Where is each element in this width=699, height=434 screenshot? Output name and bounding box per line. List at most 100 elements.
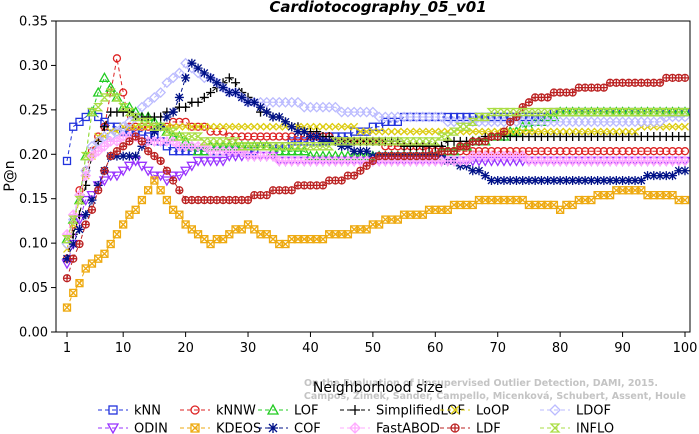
data-point (543, 127, 552, 136)
data-point (268, 112, 278, 122)
data-point (474, 166, 484, 176)
data-point (144, 122, 153, 131)
data-point (204, 156, 217, 167)
data-point (249, 142, 260, 151)
data-point (93, 180, 103, 190)
data-point (194, 122, 203, 131)
data-point (561, 107, 572, 117)
data-point (299, 142, 310, 151)
data-point (275, 122, 284, 131)
data-point (243, 195, 253, 205)
data-point (225, 132, 234, 141)
x-tick-label: 20 (177, 341, 194, 356)
data-point (186, 161, 198, 172)
data-point (144, 186, 153, 195)
legend-marker (190, 405, 200, 415)
data-point (636, 107, 647, 117)
x-tick-label: 90 (614, 341, 631, 356)
data-point (456, 112, 465, 122)
data-point (493, 112, 502, 122)
x-axis-label: Neighborhood size (313, 380, 443, 396)
legend-marker (349, 422, 361, 434)
data-point (593, 175, 603, 185)
data-point (162, 112, 172, 122)
data-point (100, 166, 109, 175)
x-tick-label: 50 (365, 341, 382, 356)
data-point (305, 132, 315, 142)
data-point (192, 145, 204, 156)
data-point (643, 171, 653, 181)
data-point (92, 86, 104, 97)
legend-marker (350, 405, 360, 415)
data-point (455, 122, 466, 131)
data-point (387, 127, 396, 136)
data-point (337, 141, 347, 151)
data-point (62, 254, 72, 264)
data-point (243, 97, 253, 107)
data-point (599, 147, 608, 156)
data-point (593, 127, 602, 136)
data-point (518, 175, 528, 185)
data-point (262, 191, 271, 200)
legend-label: INFLO (576, 422, 614, 434)
data-point (431, 151, 440, 161)
data-point (356, 166, 365, 175)
data-point (655, 171, 665, 181)
data-point (112, 122, 122, 131)
data-point (155, 87, 167, 98)
data-point (468, 166, 478, 176)
data-point (330, 137, 341, 146)
data-point (680, 147, 690, 156)
data-point (337, 122, 346, 131)
data-point (648, 107, 659, 117)
data-point (523, 120, 535, 131)
data-point (231, 78, 241, 88)
data-point (654, 116, 666, 128)
data-point (300, 137, 309, 146)
data-point (493, 132, 502, 141)
data-point (150, 151, 159, 161)
y-tick-label: 0.35 (19, 15, 48, 30)
data-point (136, 117, 147, 127)
data-point (417, 137, 428, 146)
data-point (649, 147, 658, 156)
data-point (493, 175, 503, 185)
data-point (618, 127, 627, 136)
data-point (168, 147, 178, 156)
data-point (549, 175, 559, 185)
data-point (536, 175, 546, 185)
data-point (62, 156, 72, 166)
legend-marker (190, 423, 200, 433)
data-point (174, 132, 185, 141)
data-point (362, 161, 371, 170)
data-point (393, 117, 402, 127)
series-odin (61, 151, 691, 270)
data-point (668, 122, 677, 131)
legend-label: LDOF (576, 404, 611, 419)
data-point (623, 107, 634, 117)
data-point (274, 142, 285, 151)
data-point (69, 122, 78, 131)
data-point (548, 107, 559, 117)
data-point (111, 171, 123, 182)
data-point (505, 107, 516, 117)
data-point (349, 146, 359, 156)
data-point (205, 137, 216, 146)
data-point (518, 103, 527, 112)
data-point (674, 147, 683, 156)
data-point (499, 112, 509, 122)
data-point (148, 116, 161, 127)
data-point (168, 127, 179, 136)
data-point (499, 175, 509, 185)
data-point (531, 127, 540, 136)
data-point (679, 155, 691, 167)
data-point (624, 127, 633, 136)
data-point (436, 111, 447, 123)
data-point (250, 122, 259, 131)
legend: kNN kNNW LOF SimplifiedLOF LoOP LDOF ODIN KDEOS… (98, 404, 614, 434)
data-point (486, 107, 497, 117)
legend-marker (549, 404, 561, 416)
data-point (293, 127, 303, 137)
data-point (661, 171, 671, 181)
data-point (131, 205, 140, 214)
